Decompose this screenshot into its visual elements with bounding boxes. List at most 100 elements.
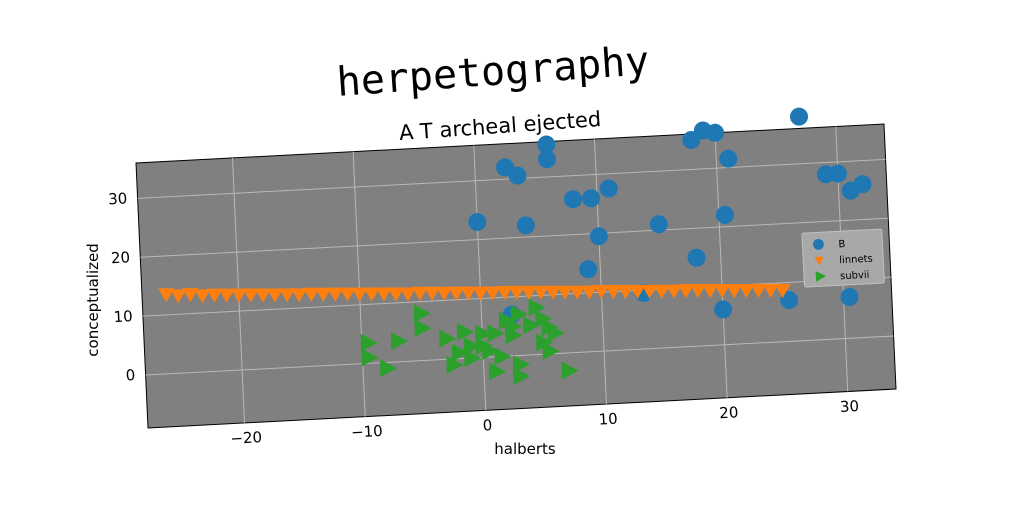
data-point [706, 123, 725, 142]
data-point [561, 361, 579, 380]
data-point [424, 286, 441, 301]
data-point [439, 329, 457, 348]
data-point [569, 285, 586, 300]
data-point [291, 288, 308, 303]
data-point [194, 289, 211, 304]
data-point [528, 298, 546, 317]
data-point [714, 284, 731, 299]
series-subvii [360, 298, 579, 386]
data-point [649, 215, 668, 234]
data-point [484, 286, 501, 301]
y-axis-label: conceptualized [84, 243, 102, 356]
data-point [605, 284, 622, 299]
x-gridline [714, 132, 728, 398]
data-point [494, 347, 512, 366]
data-point [714, 300, 733, 319]
data-point [617, 284, 634, 299]
data-point [750, 283, 767, 298]
legend-marker [814, 256, 824, 266]
data-point [535, 309, 553, 328]
y-gridline [145, 335, 894, 376]
data-point [182, 288, 199, 303]
data-point [230, 288, 247, 303]
data-point [339, 287, 356, 302]
data-point [351, 287, 368, 302]
y-gridline [140, 217, 889, 258]
data-point [361, 348, 379, 367]
data-point [266, 288, 283, 303]
data-point [206, 288, 223, 303]
data-point [391, 332, 409, 351]
data-point [468, 212, 487, 231]
data-point [412, 286, 429, 301]
legend-marker [815, 271, 827, 282]
data-point [536, 333, 554, 352]
data-point [170, 289, 187, 304]
data-point [513, 355, 530, 374]
data-point [505, 326, 523, 345]
legend-label: B [838, 239, 846, 250]
data-point [496, 285, 513, 300]
data-point [487, 324, 505, 343]
data-point [738, 283, 755, 298]
x-tick-label: 10 [598, 410, 618, 429]
tick-labels: −20 −10 0 10 20 30 0 10 20 30 [108, 189, 860, 447]
data-point [599, 179, 618, 198]
data-point [532, 285, 549, 300]
series-layer [158, 107, 872, 386]
data-point [774, 283, 791, 298]
data-point [360, 333, 378, 352]
data-point [516, 216, 535, 235]
data-point [242, 288, 259, 303]
data-point [726, 283, 743, 298]
data-point [557, 285, 574, 300]
data-point [510, 305, 528, 324]
data-point [690, 284, 707, 299]
x-gridline [352, 151, 366, 417]
y-tick-label: 10 [113, 307, 133, 326]
data-point [653, 284, 670, 299]
x-axis-label: halberts [494, 440, 556, 458]
data-point [641, 284, 658, 299]
data-point [303, 287, 320, 302]
data-point [547, 324, 565, 343]
data-point [563, 190, 582, 209]
x-gridline [473, 145, 487, 411]
data-point [840, 287, 859, 306]
data-point [581, 285, 598, 300]
data-point [464, 349, 482, 368]
data-point [463, 337, 481, 356]
series-B [468, 107, 872, 324]
data-point [380, 359, 398, 378]
data-point [715, 205, 734, 224]
data-point [589, 227, 608, 246]
data-point [413, 304, 431, 323]
data-point [254, 288, 271, 303]
chart-subtitle: A T archeal ejected [398, 107, 602, 145]
data-point [629, 284, 646, 299]
x-tick-label: −20 [230, 428, 263, 448]
series-linnets [158, 283, 791, 304]
data-point [853, 175, 872, 194]
data-point [677, 284, 694, 299]
data-point [719, 149, 738, 168]
data-point [582, 189, 601, 208]
data-point [482, 342, 500, 361]
data-point [508, 285, 525, 300]
x-gridline [593, 139, 607, 405]
data-point [475, 324, 493, 343]
plot-background [135, 123, 897, 429]
data-point [363, 287, 380, 302]
data-point [489, 362, 507, 381]
data-point [593, 285, 610, 300]
legend-marker [812, 238, 824, 250]
data-point [762, 283, 779, 298]
data-point [446, 355, 464, 374]
data-point [665, 284, 682, 299]
data-point [158, 288, 175, 303]
data-point [790, 107, 809, 126]
legend-label: linnets [839, 254, 873, 267]
data-point [452, 343, 470, 362]
